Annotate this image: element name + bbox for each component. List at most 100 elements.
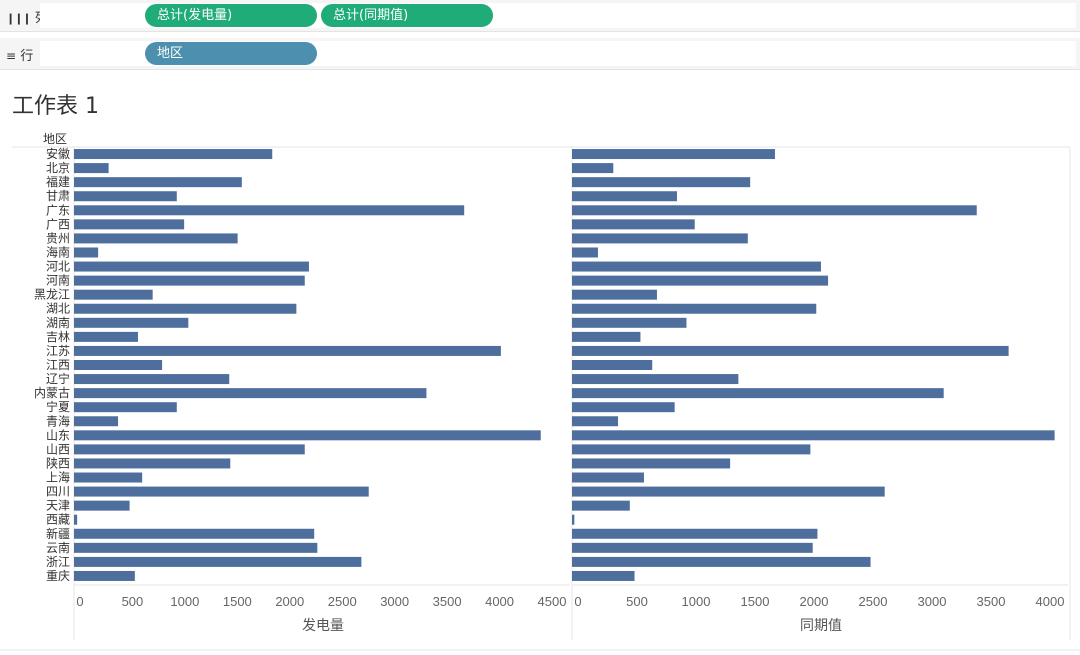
bar [74, 275, 305, 286]
bar [74, 416, 119, 427]
bar [74, 331, 138, 342]
bar [572, 303, 817, 314]
x-tick-label: 1500 [223, 594, 252, 609]
row-header-label: 地区 [43, 132, 67, 146]
bar [572, 500, 630, 511]
x-tick-label: 1000 [170, 594, 199, 609]
bar [74, 149, 273, 160]
columns-shelf: ❙❙❙ 列 总计(发电量) 总计(同期值) [0, 0, 1080, 32]
bar [572, 233, 748, 244]
category-label: 黑龙江 [34, 288, 70, 302]
bar [74, 205, 465, 216]
bar [74, 261, 309, 272]
category-label: 吉林 [46, 330, 70, 344]
columns-icon: ❙❙❙ [6, 12, 32, 25]
pill-region[interactable]: 地区 [145, 42, 317, 65]
bar [74, 402, 177, 413]
category-label: 宁夏 [46, 399, 70, 414]
x-tick-label: 4000 [1036, 594, 1065, 609]
x-tick-label: 3000 [380, 594, 409, 609]
x-tick-label: 3000 [918, 594, 947, 609]
pill-sum-power-generation[interactable]: 总计(发电量) [145, 4, 317, 27]
bar [74, 374, 230, 385]
rows-shelf-label: ≡ 行 [6, 49, 34, 64]
bar [74, 345, 501, 356]
bar [572, 360, 653, 370]
category-label: 重庆 [46, 569, 70, 583]
x-tick-label: 0 [574, 594, 581, 609]
bar [74, 388, 427, 399]
bar [572, 261, 821, 272]
bar [572, 514, 575, 525]
bar [74, 514, 78, 525]
category-label: 北京 [46, 161, 70, 175]
bar [572, 191, 678, 202]
x-tick-label: 1000 [682, 594, 711, 609]
bar [74, 430, 541, 441]
category-label: 内蒙古 [34, 385, 70, 400]
bar [572, 275, 829, 286]
x-tick-label: 0 [76, 594, 83, 609]
bar [74, 163, 109, 174]
bar [572, 528, 818, 539]
category-label: 湖南 [46, 315, 70, 330]
category-label: 安徽 [46, 146, 70, 161]
bar [572, 458, 731, 469]
category-label: 河南 [46, 273, 70, 288]
bar [572, 402, 675, 413]
category-label: 山东 [46, 428, 70, 442]
category-label: 江苏 [46, 344, 70, 358]
bar [572, 430, 1055, 441]
bar [74, 458, 231, 469]
x-tick-label: 2000 [800, 594, 829, 609]
x-tick-label: 500 [122, 594, 144, 609]
x-axis-title: 发电量 [302, 618, 344, 634]
pill-sum-same-period[interactable]: 总计(同期值) [321, 4, 493, 27]
bar [74, 444, 305, 455]
bar [572, 205, 977, 216]
category-label: 陕西 [46, 455, 70, 470]
category-label: 浙江 [46, 555, 70, 569]
bar [572, 556, 871, 567]
category-label: 新疆 [46, 526, 70, 541]
bar [74, 570, 135, 581]
bar [572, 289, 657, 300]
category-label: 海南 [46, 244, 70, 259]
category-label: 山西 [46, 442, 70, 456]
x-tick-label: 2500 [859, 594, 888, 609]
category-label: 甘肃 [46, 189, 70, 203]
bar [572, 472, 644, 483]
bar [572, 345, 1009, 356]
category-label: 天津 [46, 499, 70, 513]
x-tick-label: 2500 [328, 594, 357, 609]
category-label: 辽宁 [46, 371, 70, 386]
bar [572, 374, 739, 385]
bar [74, 289, 153, 300]
category-label: 湖北 [46, 301, 70, 316]
bar [572, 542, 813, 553]
category-label: 福建 [46, 174, 70, 189]
bar [74, 247, 99, 258]
bar [572, 331, 641, 342]
bar [74, 360, 163, 370]
bar [74, 177, 242, 188]
bar [572, 486, 885, 497]
bar [74, 556, 362, 567]
sheet-title: 工作表 1 [12, 94, 99, 119]
bar [74, 500, 130, 511]
category-label: 上海 [46, 470, 70, 485]
bar [74, 191, 177, 202]
bar [74, 542, 318, 553]
bar [74, 233, 238, 244]
bar [572, 570, 635, 581]
bar [572, 416, 619, 427]
category-label: 贵州 [46, 231, 70, 245]
bar [572, 149, 775, 160]
bar [74, 303, 297, 314]
category-label: 西藏 [46, 513, 70, 527]
category-label: 广西 [46, 217, 70, 231]
bar [74, 528, 315, 539]
x-tick-label: 4500 [538, 594, 567, 609]
bar [572, 444, 811, 455]
